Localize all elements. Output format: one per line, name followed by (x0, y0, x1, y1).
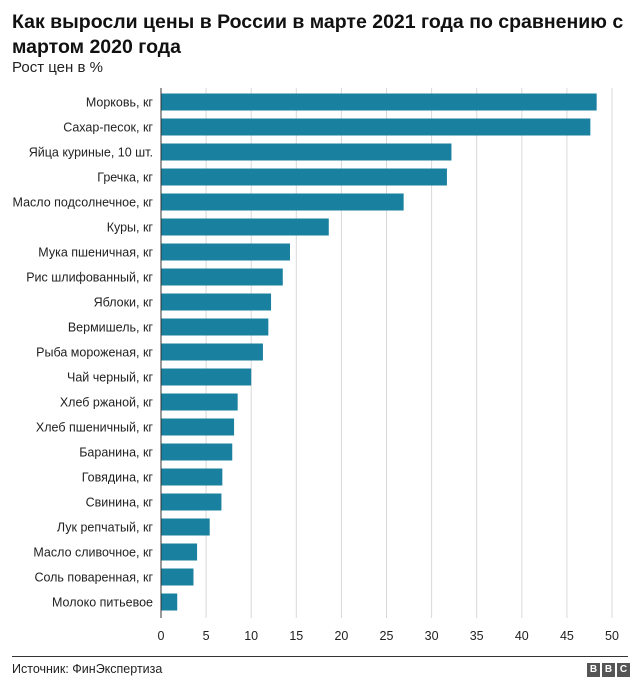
category-label: Куры, кг (107, 221, 154, 235)
category-label: Баранина, кг (79, 446, 153, 460)
chart-title: Как выросли цены в России в марте 2021 г… (12, 11, 624, 58)
bar (161, 593, 178, 611)
bar (161, 168, 447, 186)
bar (161, 443, 233, 461)
bar (161, 393, 238, 411)
x-tick-label: 10 (244, 629, 258, 643)
bar (161, 318, 269, 336)
category-label: Свинина, кг (86, 496, 154, 510)
bar (161, 543, 198, 561)
category-label: Чай черный, кг (67, 371, 153, 385)
bbc-logo: B B C (587, 663, 630, 677)
category-label: Масло сливочное, кг (33, 546, 153, 560)
category-label: Морковь, кг (86, 96, 154, 110)
category-label: Хлеб ржаной, кг (60, 396, 154, 410)
bar (161, 143, 452, 161)
bar (161, 468, 223, 486)
logo-letter-b1: B (587, 663, 600, 677)
category-label: Рыба мороженая, кг (36, 346, 153, 360)
bar (161, 218, 329, 236)
bar (161, 243, 290, 261)
category-label: Соль поваренная, кг (34, 571, 153, 585)
category-label: Вермишель, кг (68, 321, 154, 335)
x-tick-label: 40 (515, 629, 529, 643)
x-tick-label: 35 (470, 629, 484, 643)
x-tick-label: 15 (289, 629, 303, 643)
x-tick-label: 25 (380, 629, 394, 643)
bar (161, 368, 252, 386)
source-note: Источник: ФинЭкспертиза (12, 662, 163, 676)
category-label: Лук репчатый, кг (57, 521, 154, 535)
x-tick-label: 45 (560, 629, 574, 643)
bar (161, 193, 404, 211)
category-label: Хлеб пшеничный, кг (36, 421, 154, 435)
category-label: Яблоки, кг (94, 296, 154, 310)
x-tick-label: 20 (334, 629, 348, 643)
bar (161, 93, 597, 111)
category-label: Масло подсолнечное, кг (13, 196, 154, 210)
category-label: Мука пшеничная, кг (38, 246, 153, 260)
bar (161, 418, 235, 436)
category-label: Яйца куриные, 10 шт. (29, 146, 153, 160)
bar (161, 568, 194, 586)
category-label: Рис шлифованный, кг (26, 271, 153, 285)
bar (161, 268, 283, 286)
category-label: Молоко питьевое (52, 596, 153, 610)
bar (161, 493, 222, 511)
x-tick-label: 50 (605, 629, 619, 643)
logo-letter-b2: B (602, 663, 615, 677)
x-tick-label: 0 (158, 629, 165, 643)
category-label: Говядина, кг (82, 471, 154, 485)
bar (161, 293, 272, 311)
bar (161, 118, 591, 136)
bar-chart: 0 5 10 15 20 25 30 35 40 45 50 Морковь, кг Сахар-пес… (13, 88, 619, 643)
chart-subtitle: Рост цен в % (12, 59, 103, 76)
bar (161, 518, 210, 536)
footer-divider (12, 656, 628, 657)
x-tick-label: 5 (203, 629, 210, 643)
category-label: Сахар-песок, кг (63, 121, 153, 135)
x-tick-label: 30 (425, 629, 439, 643)
bar (161, 343, 263, 361)
category-label: Гречка, кг (97, 171, 153, 185)
logo-letter-c: C (617, 663, 630, 677)
